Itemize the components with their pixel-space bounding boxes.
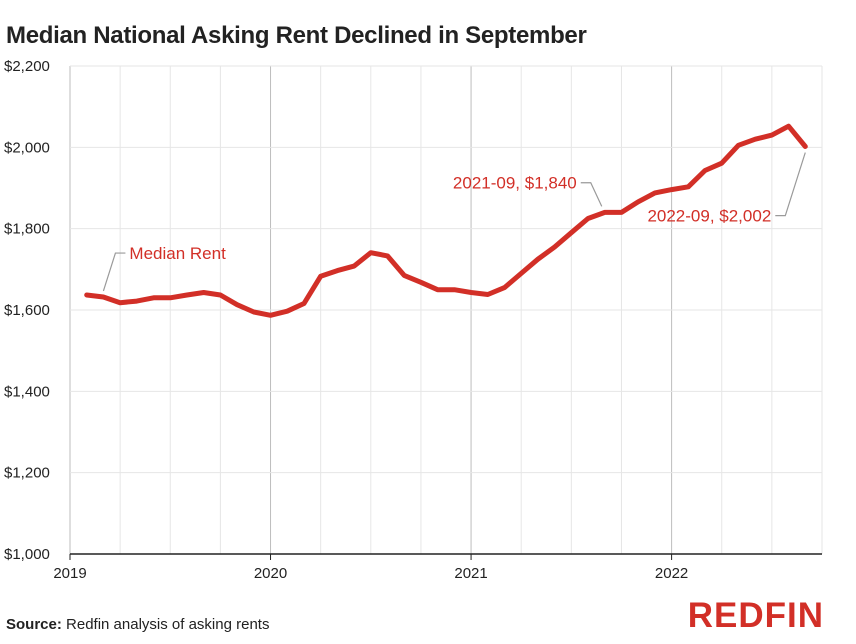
data-point-2020-04 — [318, 274, 323, 279]
x-tick-label: 2020 — [254, 565, 287, 582]
y-tick-label: $1,800 — [4, 221, 50, 238]
data-point-2022-07 — [769, 133, 774, 138]
redfin-logo: REDFIN — [687, 596, 824, 635]
data-point-2020-05 — [335, 268, 340, 273]
data-point-2021-04 — [519, 271, 524, 276]
data-point-2020-02 — [285, 309, 290, 314]
data-point-2022-08 — [786, 124, 791, 129]
data-point-2022-01 — [669, 187, 674, 192]
data-point-2021-12 — [652, 190, 657, 195]
data-point-2021-01 — [469, 290, 474, 295]
data-point-2020-06 — [352, 264, 357, 269]
annotations: Median Rent 2021-09, $1,840 2022-09, $2,00… — [129, 174, 771, 263]
data-point-2019-07 — [168, 295, 173, 300]
data-point-2019-03 — [101, 294, 106, 299]
source-text: Redfin analysis of asking rents — [66, 616, 270, 633]
data-point-2019-06 — [151, 295, 156, 300]
data-point-2019-12 — [251, 310, 256, 315]
y-axis-ticks: $1,000 $1,200 $1,400 $1,600 $1,800 $2,000 $2,2… — [4, 58, 50, 563]
x-tick-label: 2022 — [655, 565, 688, 582]
data-point-2019-05 — [134, 299, 139, 304]
y-tick-label: $1,600 — [4, 302, 50, 319]
data-point-2020-12 — [452, 287, 457, 292]
line-chart: $1,000 $1,200 $1,400 $1,600 $1,800 $2,000 $2,2… — [4, 58, 823, 582]
data-point-2019-11 — [235, 302, 240, 307]
data-point-2022-02 — [686, 184, 691, 189]
x-tick-label: 2019 — [53, 565, 86, 582]
source-label: Source: — [6, 616, 62, 633]
x-tick-label: 2021 — [454, 565, 487, 582]
data-point-2020-11 — [435, 287, 440, 292]
series-line-median-rent — [84, 123, 808, 318]
leader-line-2022-09 — [775, 152, 806, 217]
annotation-leaders — [102, 152, 806, 292]
data-point-2020-03 — [301, 301, 306, 306]
leader-line-2021-09 — [580, 182, 603, 207]
data-point-2021-06 — [552, 244, 557, 249]
data-point-2022-04 — [719, 161, 724, 166]
data-point-2020-10 — [418, 280, 423, 285]
data-point-2021-05 — [535, 257, 540, 262]
data-point-2021-10 — [619, 210, 624, 215]
data-point-2019-09 — [201, 290, 206, 295]
data-point-2019-10 — [218, 292, 223, 297]
data-point-2022-09 — [803, 144, 808, 149]
annotation-2021-09: 2021-09, $1,840 — [453, 174, 577, 193]
data-point-2020-07 — [368, 250, 373, 255]
data-point-2021-03 — [502, 285, 507, 290]
x-axis-ticks: 2019 2020 2021 2022 — [53, 554, 688, 582]
y-tick-label: $1,000 — [4, 546, 50, 563]
data-point-2020-09 — [402, 273, 407, 278]
chart-title: Median National Asking Rent Declined in … — [6, 22, 587, 49]
data-point-2019-02 — [84, 292, 89, 297]
y-tick-label: $2,000 — [4, 139, 50, 156]
data-point-2021-09 — [602, 210, 607, 215]
data-point-2019-08 — [184, 292, 189, 297]
data-point-2021-08 — [586, 216, 591, 221]
data-point-2020-01 — [268, 313, 273, 318]
y-tick-label: $1,200 — [4, 465, 50, 482]
grid-lines — [69, 65, 823, 555]
data-point-2021-07 — [569, 230, 574, 235]
data-point-2022-03 — [703, 168, 708, 173]
data-point-2020-08 — [385, 253, 390, 258]
data-point-2021-11 — [636, 199, 641, 204]
leader-line-median-rent — [102, 252, 126, 292]
y-tick-label: $1,400 — [4, 383, 50, 400]
annotation-median-rent: Median Rent — [129, 244, 226, 263]
data-point-2019-04 — [118, 300, 123, 305]
y-tick-label: $2,200 — [4, 58, 50, 75]
data-point-2022-06 — [753, 137, 758, 142]
data-point-2021-02 — [485, 292, 490, 297]
source-note: Source: Redfin analysis of asking rents — [6, 616, 269, 633]
annotation-2022-09: 2022-09, $2,002 — [647, 207, 771, 226]
data-point-2022-05 — [736, 143, 741, 148]
